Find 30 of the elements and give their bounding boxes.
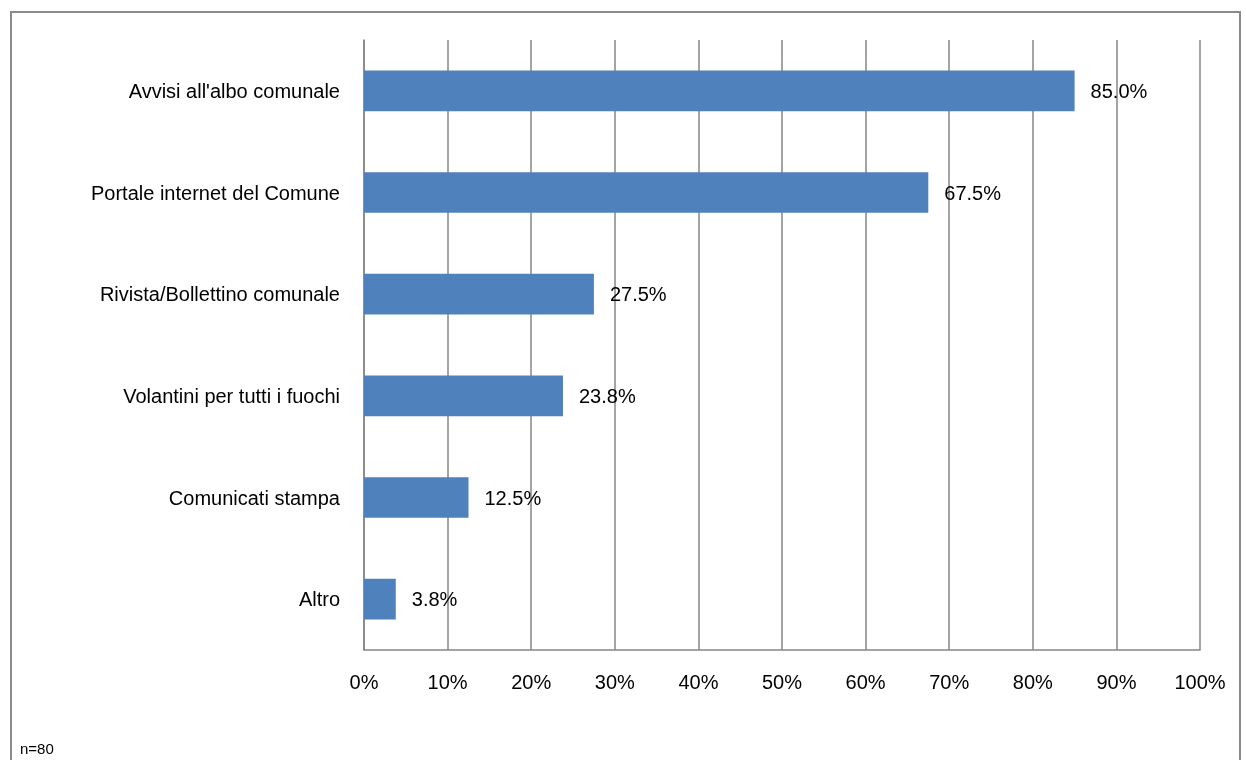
x-tick-label: 60% bbox=[845, 671, 886, 693]
text: n=80 bbox=[20, 740, 54, 757]
x-tick-label: 50% bbox=[761, 671, 803, 693]
y-tick-label: Volantini per tutti i fuochi bbox=[123, 384, 340, 407]
data-label: 67.5% bbox=[944, 181, 1002, 204]
x-tick-label: 70% bbox=[929, 671, 970, 693]
bar bbox=[364, 70, 1075, 112]
bar bbox=[364, 578, 396, 620]
y-tick-label: Altro bbox=[298, 588, 340, 611]
x-tick-label: 0% bbox=[349, 671, 379, 693]
x-tick-label: 100% bbox=[1174, 671, 1226, 693]
y-tick-label: Comunicati stampa bbox=[168, 486, 341, 509]
y-tick-label: Portale internet del Comune bbox=[90, 181, 340, 204]
x-tick-label: 10% bbox=[427, 671, 468, 693]
bar bbox=[364, 477, 469, 518]
data-label: 3.8% bbox=[411, 588, 458, 611]
bar bbox=[364, 375, 563, 417]
x-tick-label: 40% bbox=[678, 671, 719, 693]
data-label: 23.8% bbox=[578, 384, 636, 407]
bar bbox=[364, 273, 594, 315]
data-label: 12.5% bbox=[484, 486, 542, 509]
y-tick-label: Avvisi all'albo comunale bbox=[128, 79, 340, 102]
y-tick-label: Rivista/Bollettino comunale bbox=[99, 283, 340, 306]
x-tick-label: 80% bbox=[1012, 671, 1054, 693]
x-tick-label: 30% bbox=[594, 671, 636, 693]
data-label: 27.5% bbox=[609, 283, 667, 306]
bar bbox=[364, 172, 929, 213]
data-label: 85.0% bbox=[1090, 79, 1148, 102]
x-tick-label: 20% bbox=[511, 671, 552, 693]
x-tick-label: 90% bbox=[1096, 671, 1137, 693]
